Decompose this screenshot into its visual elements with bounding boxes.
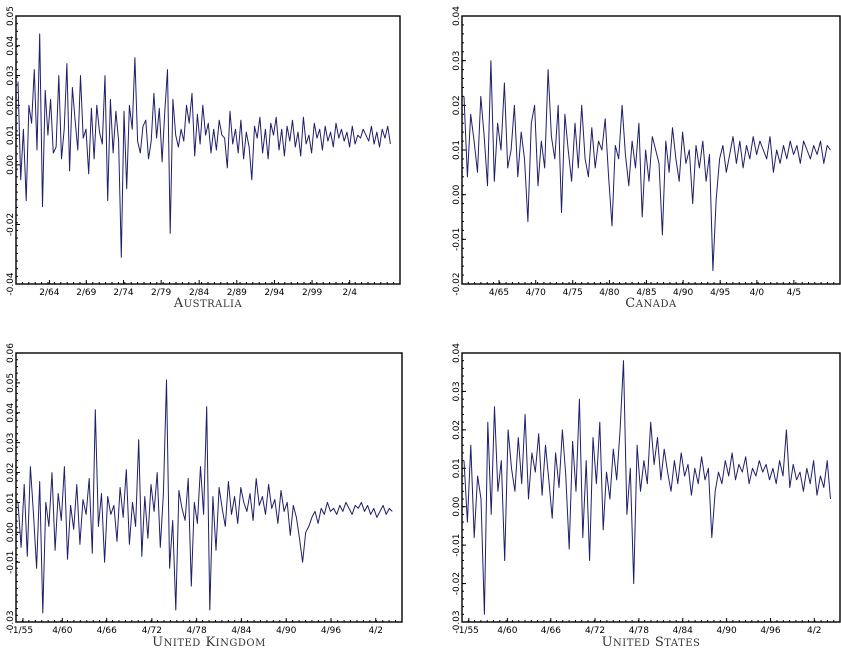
x-tick-label: 4/75: [563, 288, 583, 298]
x-tick-label: 4/90: [673, 288, 693, 298]
y-tick-label: 0.05: [6, 373, 16, 393]
x-tick-label: 4/2: [807, 626, 821, 636]
y-tick-label: 0.01: [452, 140, 462, 160]
y-tick-label: 0.00: [6, 155, 16, 175]
y-tick-label: 0.02: [6, 95, 16, 115]
y-tick-label: -0.03: [452, 610, 462, 633]
panel-caption: UNITED KINGDOM: [152, 635, 266, 650]
x-tick-label: 4/95: [710, 288, 730, 298]
x-tick-label: 2/99: [302, 288, 322, 298]
y-tick-label: 0.03: [452, 381, 462, 401]
panel-caption: CANADA: [625, 296, 677, 311]
y-tick-label: 0.00: [452, 184, 462, 204]
y-tick-label: 0.00: [6, 522, 16, 542]
y-tick-label: 0.04: [6, 402, 16, 422]
x-tick-label: 2/89: [227, 288, 247, 298]
x-tick-label: 4/65: [489, 288, 509, 298]
x-tick-label: 2/79: [151, 288, 171, 298]
x-tick-label: 4/85: [636, 288, 656, 298]
y-tick-label: 0.04: [452, 6, 462, 26]
y-tick-label: 0.02: [452, 95, 462, 115]
x-tick-label: 4/60: [497, 626, 517, 636]
y-tick-label: -0.03: [6, 610, 16, 633]
x-tick-label: 4/0: [750, 288, 765, 298]
y-tick-label: -0.02: [452, 572, 462, 595]
x-tick-label: 4/72: [142, 626, 162, 636]
series-line: [17, 379, 393, 614]
x-tick-label: 2/94: [264, 288, 284, 298]
plot-frame: [461, 352, 841, 623]
x-tick-label: 1/55: [459, 626, 479, 636]
panel-caption: UNITED STATES: [602, 635, 701, 650]
y-tick-label: 0.02: [6, 463, 16, 483]
y-tick-label: -0.01: [6, 551, 16, 574]
y-tick-label: 0.04: [6, 35, 16, 55]
x-tick-label: 4/66: [97, 626, 117, 636]
y-tick-label: 0.02: [452, 420, 462, 440]
y-tick-label: 0.06: [6, 343, 16, 363]
x-tick-label: 4/5: [787, 288, 801, 298]
x-tick-label: 4/84: [231, 626, 251, 636]
y-tick-label: 0.03: [6, 66, 16, 86]
x-tick-label: 4/90: [276, 626, 296, 636]
y-tick-label: 0.03: [6, 433, 16, 453]
y-tick-label: 0.03: [452, 51, 462, 71]
panel-canada: -0.02 -0.01 0.00 0.01 0.02 0.03 0.04 4/65 4/70 4/…: [452, 6, 841, 311]
y-tick-label: -0.04: [6, 272, 16, 296]
x-tick-label: 4/80: [599, 288, 619, 298]
x-tick-label: 4/66: [541, 626, 561, 636]
y-tick-label: 0.01: [6, 125, 16, 145]
x-tick-label: 2/69: [76, 288, 96, 298]
x-tick-label: 4/90: [716, 626, 736, 636]
y-tick-label: -0.02: [452, 272, 462, 295]
x-tick-label: 4/96: [760, 626, 780, 636]
x-tick-label: 2/84: [189, 288, 209, 298]
y-tick-label: 0.01: [6, 492, 16, 512]
y-tick-label: -0.02: [6, 213, 16, 236]
x-tick-label: 4/2: [369, 626, 383, 636]
x-tick-label: 2/74: [113, 288, 133, 298]
y-tick-label: 0.04: [452, 343, 462, 363]
y-tick-label: 0.01: [452, 458, 462, 478]
panel-united-states: -0.03 -0.02 -0.01 0.00 0.01 0.02 0.03 0.04 1/55 4…: [452, 343, 841, 650]
x-tick-label: 1/55: [13, 626, 33, 636]
x-tick-label: 4/70: [526, 288, 546, 298]
panel-caption: AUSTRALIA: [173, 296, 243, 311]
x-tick-label: 4/84: [673, 626, 693, 636]
y-tick-label: 0.05: [6, 6, 16, 26]
series-line: [463, 360, 831, 615]
x-tick-label: 4/96: [321, 626, 341, 636]
panel-united-kingdom: -0.03 -0.01 0.00 0.01 0.02 0.03 0.04 0.05 0.06 1/…: [6, 343, 403, 650]
y-tick-label: -0.01: [452, 533, 462, 556]
y-tick-label: -0.01: [452, 228, 462, 251]
x-tick-label: 4/78: [187, 626, 207, 636]
series-line: [17, 33, 391, 258]
series-line: [463, 60, 831, 272]
x-tick-label: 4/72: [585, 626, 605, 636]
x-tick-label: 2/64: [39, 288, 59, 298]
x-tick-label: 4/60: [52, 626, 72, 636]
plot-frame: [15, 15, 401, 285]
x-tick-label: 2/4: [342, 288, 357, 298]
x-tick-label: 4/78: [629, 626, 649, 636]
y-tick-label: 0.00: [452, 496, 462, 516]
panel-australia: -0.04 -0.02 0.00 0.01 0.02 0.03 0.04 0.05 2/64 2/…: [6, 6, 401, 311]
